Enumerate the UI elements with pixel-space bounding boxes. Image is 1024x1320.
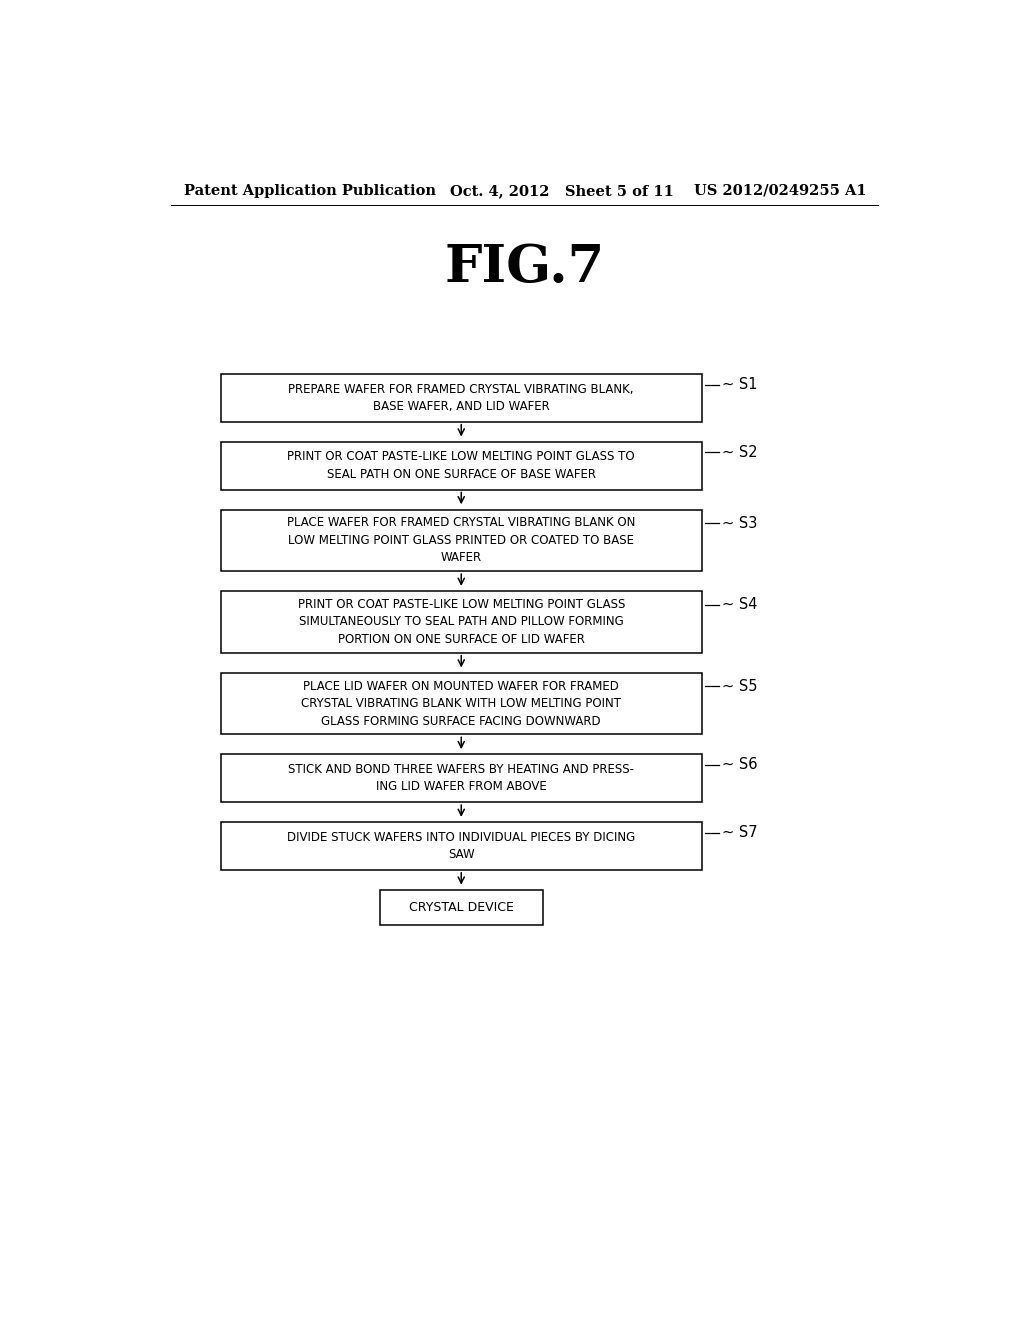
Text: ~ S1: ~ S1 <box>722 378 757 392</box>
Text: DIVIDE STUCK WAFERS INTO INDIVIDUAL PIECES BY DICING
SAW: DIVIDE STUCK WAFERS INTO INDIVIDUAL PIEC… <box>287 830 635 861</box>
Text: Patent Application Publication: Patent Application Publication <box>183 183 436 198</box>
Bar <box>221 591 701 653</box>
Text: ~ S5: ~ S5 <box>722 678 757 694</box>
Text: CRYSTAL DEVICE: CRYSTAL DEVICE <box>409 902 514 915</box>
Bar <box>221 442 701 490</box>
Bar <box>221 822 701 870</box>
Text: ~ S2: ~ S2 <box>722 445 758 459</box>
Text: US 2012/0249255 A1: US 2012/0249255 A1 <box>693 183 866 198</box>
Text: FIG.7: FIG.7 <box>444 243 605 293</box>
Text: Oct. 4, 2012   Sheet 5 of 11: Oct. 4, 2012 Sheet 5 of 11 <box>450 183 674 198</box>
Bar <box>221 673 701 734</box>
Bar <box>221 510 701 572</box>
Bar <box>221 374 701 422</box>
Text: ~ S6: ~ S6 <box>722 758 757 772</box>
Text: PRINT OR COAT PASTE-LIKE LOW MELTING POINT GLASS TO
SEAL PATH ON ONE SURFACE OF : PRINT OR COAT PASTE-LIKE LOW MELTING POI… <box>288 450 635 480</box>
Text: STICK AND BOND THREE WAFERS BY HEATING AND PRESS-
ING LID WAFER FROM ABOVE: STICK AND BOND THREE WAFERS BY HEATING A… <box>288 763 634 793</box>
Bar <box>221 755 701 803</box>
Text: PLACE LID WAFER ON MOUNTED WAFER FOR FRAMED
CRYSTAL VIBRATING BLANK WITH LOW MEL: PLACE LID WAFER ON MOUNTED WAFER FOR FRA… <box>301 680 622 727</box>
Text: PREPARE WAFER FOR FRAMED CRYSTAL VIBRATING BLANK,
BASE WAFER, AND LID WAFER: PREPARE WAFER FOR FRAMED CRYSTAL VIBRATI… <box>289 383 634 413</box>
Text: PLACE WAFER FOR FRAMED CRYSTAL VIBRATING BLANK ON
LOW MELTING POINT GLASS PRINTE: PLACE WAFER FOR FRAMED CRYSTAL VIBRATING… <box>287 516 636 565</box>
Text: ~ S4: ~ S4 <box>722 597 757 612</box>
Text: ~ S7: ~ S7 <box>722 825 758 840</box>
Bar <box>380 890 543 925</box>
Text: ~ S3: ~ S3 <box>722 516 757 531</box>
Text: PRINT OR COAT PASTE-LIKE LOW MELTING POINT GLASS
SIMULTANEOUSLY TO SEAL PATH AND: PRINT OR COAT PASTE-LIKE LOW MELTING POI… <box>298 598 625 645</box>
